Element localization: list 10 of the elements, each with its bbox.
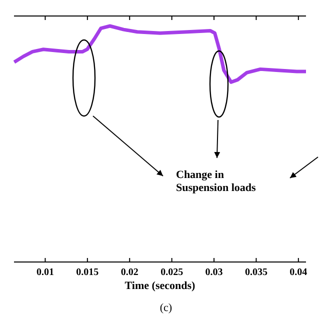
x-axis-title: Time (seconds) [124,280,196,292]
annotation: Change in Suspension loads [176,169,257,194]
x-tick-label: 0.015 [76,267,99,278]
x-tick-label: 0.025 [160,267,184,278]
x-tick-label: 0.02 [120,267,138,278]
x-tick-label: 0.01 [36,267,54,278]
x-tick-label: 0.04 [290,267,308,278]
x-tick-label: 0.035 [244,267,268,278]
x-tick-label: 0.03 [205,267,223,278]
text: (c) [160,302,172,314]
